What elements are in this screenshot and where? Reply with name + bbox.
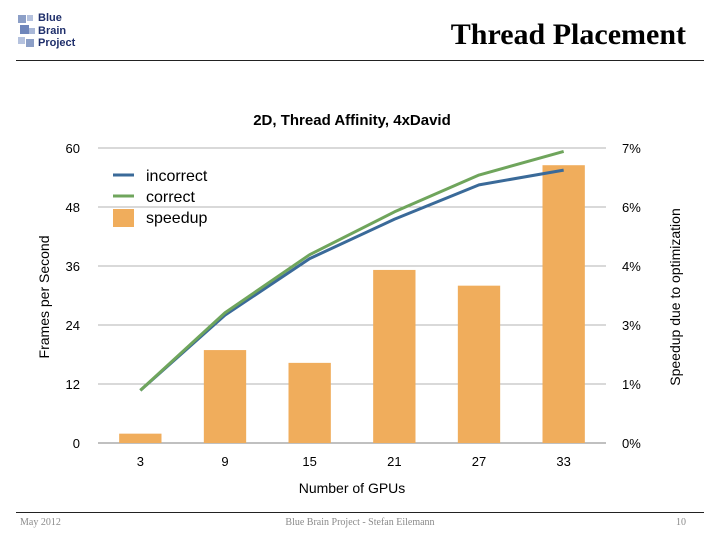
y2-tick-label: 3% — [622, 318, 641, 333]
y-tick-label: 36 — [66, 259, 80, 274]
blue-brain-logo: Blue Brain Project — [16, 12, 82, 52]
legend-label-incorrect: incorrect — [146, 168, 208, 185]
legend-label-speedup: speedup — [146, 210, 207, 227]
y-tick-label: 48 — [66, 200, 80, 215]
y2-tick-label: 4% — [622, 259, 641, 274]
x-axis-ticks: 3 9 15 21 27 33 — [137, 454, 571, 469]
y-tick-label: 60 — [66, 141, 80, 156]
speedup-bar — [542, 165, 585, 444]
footer-date: May 2012 — [20, 517, 61, 528]
x-tick-label: 3 — [137, 454, 144, 469]
x-tick-label: 33 — [556, 454, 570, 469]
y2-tick-label: 6% — [622, 200, 641, 215]
correct-line — [139, 149, 565, 392]
y2-tick-label: 7% — [622, 141, 641, 156]
y-tick-label: 24 — [66, 318, 80, 333]
legend-label-correct: correct — [146, 189, 195, 206]
y2-tick-label: 0% — [622, 436, 641, 451]
x-tick-label: 21 — [387, 454, 401, 469]
footer-divider — [16, 512, 704, 513]
gridlines — [98, 147, 606, 444]
speedup-bar — [288, 362, 331, 443]
y-tick-label: 12 — [66, 377, 80, 392]
series-lines — [139, 149, 565, 392]
logo-text: Blue Brain Project — [38, 12, 75, 50]
page-number: 10 — [676, 517, 686, 528]
logo-line-blue: Blue — [38, 12, 62, 24]
speedup-bar — [203, 350, 247, 443]
speedup-bar — [119, 433, 162, 443]
legend-swatch-speedup — [113, 209, 134, 227]
speedup-bar — [373, 269, 416, 443]
speedup-bars — [119, 165, 585, 444]
y-axis-label: Frames per Second — [36, 236, 52, 359]
speedup-bar — [457, 285, 501, 443]
chart-title: 2D, Thread Affinity, 4xDavid — [253, 112, 451, 129]
right-axis-ticks: 0% 1% 3% 4% 6% 7% — [622, 141, 641, 451]
left-axis-ticks: 0 12 24 36 48 60 — [66, 141, 80, 451]
logo-line-brain: Brain — [38, 24, 67, 37]
logo-line-project: Project — [38, 37, 76, 49]
x-tick-label: 9 — [221, 454, 228, 469]
slide-title: Thread Placement — [450, 18, 686, 51]
logo-mark — [18, 15, 35, 47]
legend: incorrect correct speedup — [113, 168, 208, 227]
y2-axis-label: Speedup due to optimization — [667, 208, 683, 385]
x-tick-label: 15 — [302, 454, 316, 469]
incorrect-line — [139, 168, 564, 392]
x-tick-label: 27 — [472, 454, 486, 469]
y2-tick-label: 1% — [622, 377, 641, 392]
footer-author: Blue Brain Project - Stefan Eilemann — [285, 517, 435, 528]
x-axis-label: Number of GPUs — [299, 480, 406, 496]
y-tick-label: 0 — [73, 436, 80, 451]
title-divider — [16, 60, 704, 61]
